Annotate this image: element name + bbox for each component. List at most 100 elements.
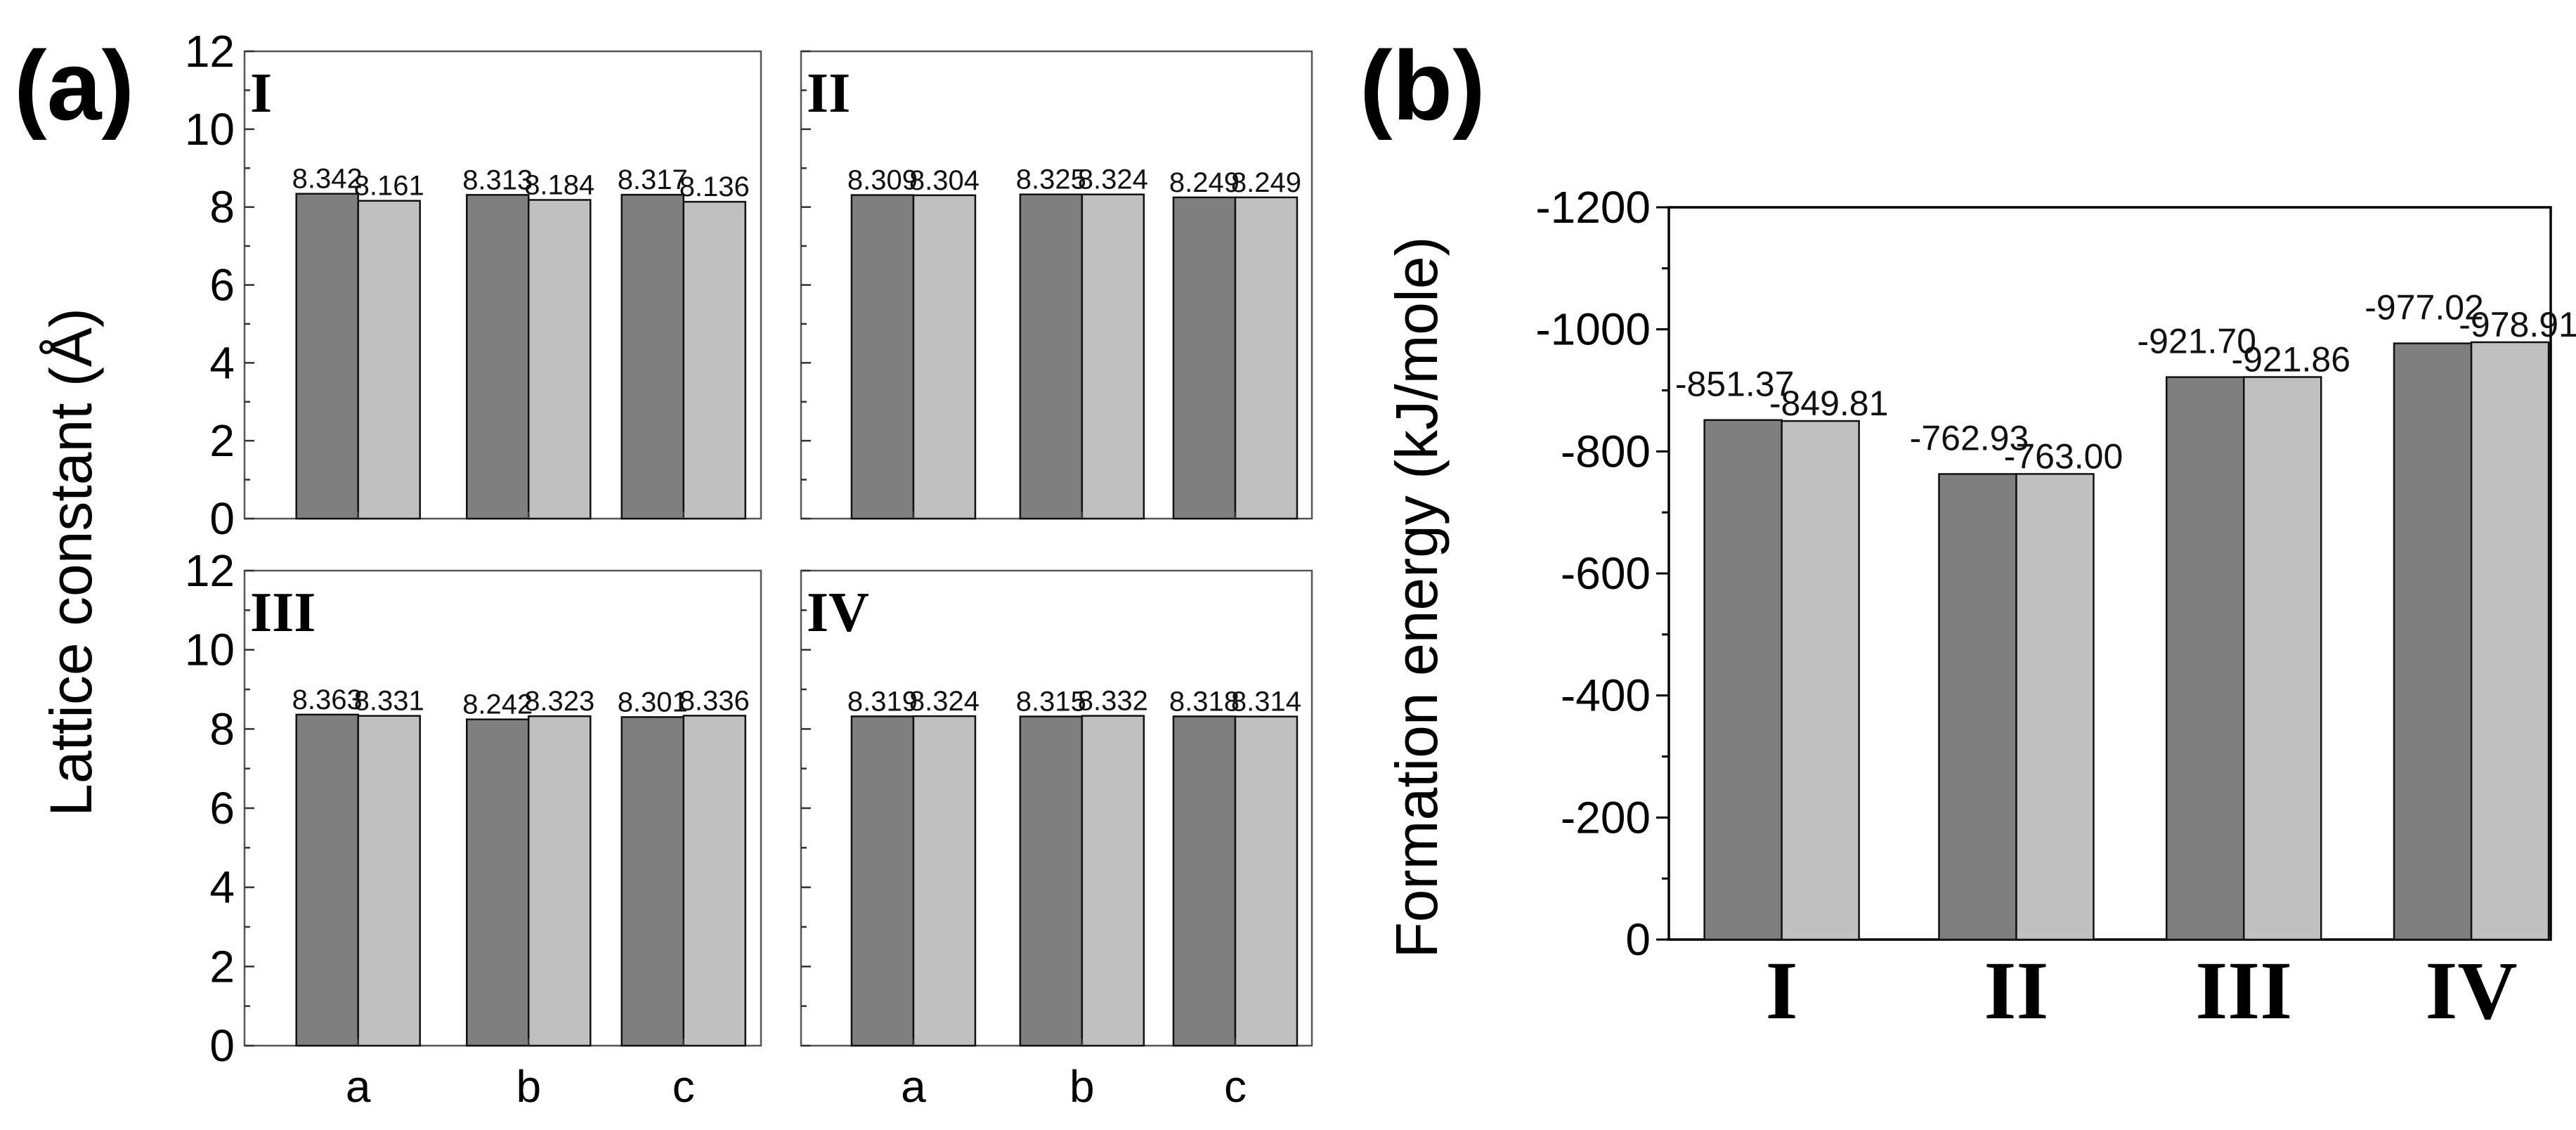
data-label: 8.323 [524,686,594,717]
bar [2470,341,2550,941]
bar [295,713,359,1047]
y-tick-label: 10 [185,104,235,155]
bar [466,718,530,1047]
x-tick-label: IV [2425,944,2517,1037]
panel-label-b: (b) [1360,30,1485,141]
y-tick-label: 6 [209,260,235,311]
data-label: 8.304 [909,165,980,196]
data-label: 8.136 [679,171,750,202]
bar [1019,715,1084,1047]
bar [620,193,684,520]
bar [682,715,746,1047]
y-tick-label: 6 [209,783,235,833]
bar [1019,193,1084,520]
data-label: -978.91 [2459,305,2576,344]
data-label: 8.242 [462,689,533,720]
x-tick-label: c [672,1061,695,1112]
bar [1172,715,1237,1047]
y-tick-label: 2 [209,941,235,992]
x-tick-label: c [1224,1061,1247,1112]
data-label: 8.314 [1231,687,1301,717]
data-label: -977.02 [2364,288,2484,327]
data-label: 8.325 [1016,164,1086,195]
bar [682,200,746,520]
y-axis-label-a: Lattice constant (Å) [38,308,104,817]
y-tick-label: -1000 [1535,304,1651,355]
data-label: -762.93 [1910,419,2029,458]
y-tick-label: 4 [209,337,235,388]
bar [1081,193,1145,520]
data-label: 8.324 [909,686,980,717]
x-tick-label: a [346,1061,371,1112]
bar [2243,376,2322,941]
data-label: -921.86 [2231,340,2350,379]
data-label: 8.342 [292,164,363,195]
x-tick-label: III [2195,944,2292,1037]
bar [1234,196,1299,520]
subplot-label: IV [807,582,869,644]
x-tick-label: a [901,1061,926,1112]
data-label: 8.301 [618,687,688,717]
bar [528,199,592,520]
data-label: 8.315 [1016,687,1086,717]
bar [2166,376,2245,941]
x-tick-label: II [1984,944,2049,1037]
data-label: 8.317 [618,164,688,195]
y-tick-label: -600 [1561,548,1651,599]
bar [1234,715,1299,1047]
data-label: 8.161 [354,171,424,202]
data-label: 8.331 [354,686,424,717]
x-tick-label: I [1766,944,1798,1037]
y-tick-label: 10 [185,625,235,675]
bar [357,715,421,1047]
data-label: 8.336 [679,685,750,716]
x-tick-label: b [516,1061,541,1112]
x-tick-label: b [1069,1061,1095,1112]
bar [850,715,915,1047]
bar [2393,342,2473,941]
data-label: 8.184 [524,169,594,200]
subplot-label: II [807,63,850,124]
data-label: 8.318 [1169,686,1240,717]
y-tick-label: 4 [209,862,235,913]
data-label: 8.319 [847,686,918,717]
y-tick-label: 0 [209,493,235,544]
bar [2015,473,2095,941]
bar [620,716,684,1047]
plot-b: 0 -200 -400 -600 -800 -1000 -1200 -851.37-849.8… [1535,182,2576,1037]
data-label: 8.249 [1231,167,1301,198]
y-tick-label: 8 [209,703,235,754]
y-tick-label: 0 [209,1020,235,1071]
bar [357,200,421,520]
y-tick-label: 12 [185,26,235,77]
bar [1781,420,1860,941]
bar [1172,196,1237,520]
data-label: -849.81 [1769,384,1889,423]
data-label: 8.324 [1078,164,1148,195]
data-label: 8.249 [1169,167,1240,198]
bar [850,194,915,520]
bar [912,715,977,1047]
y-tick-label: -1200 [1535,182,1651,233]
y-tick-label: 0 [1625,914,1651,965]
bar [1938,473,2017,941]
data-label: -921.70 [2137,322,2256,361]
data-label: -851.37 [1675,365,1795,404]
bar [466,194,530,520]
data-label: 8.313 [462,164,533,195]
data-label: 8.309 [847,165,918,196]
subplot-label: III [250,582,316,644]
data-label: -763.00 [2004,436,2123,476]
data-label: 8.332 [1078,686,1148,717]
y-tick-label: 2 [209,415,235,466]
data-label: 8.363 [292,684,363,715]
y-tick-label: 8 [209,182,235,233]
bar [295,193,359,520]
bar [1703,419,1783,941]
bar [912,194,977,520]
bar [528,715,592,1047]
y-tick-label: -200 [1561,792,1651,843]
y-tick-label: 12 [185,545,235,596]
